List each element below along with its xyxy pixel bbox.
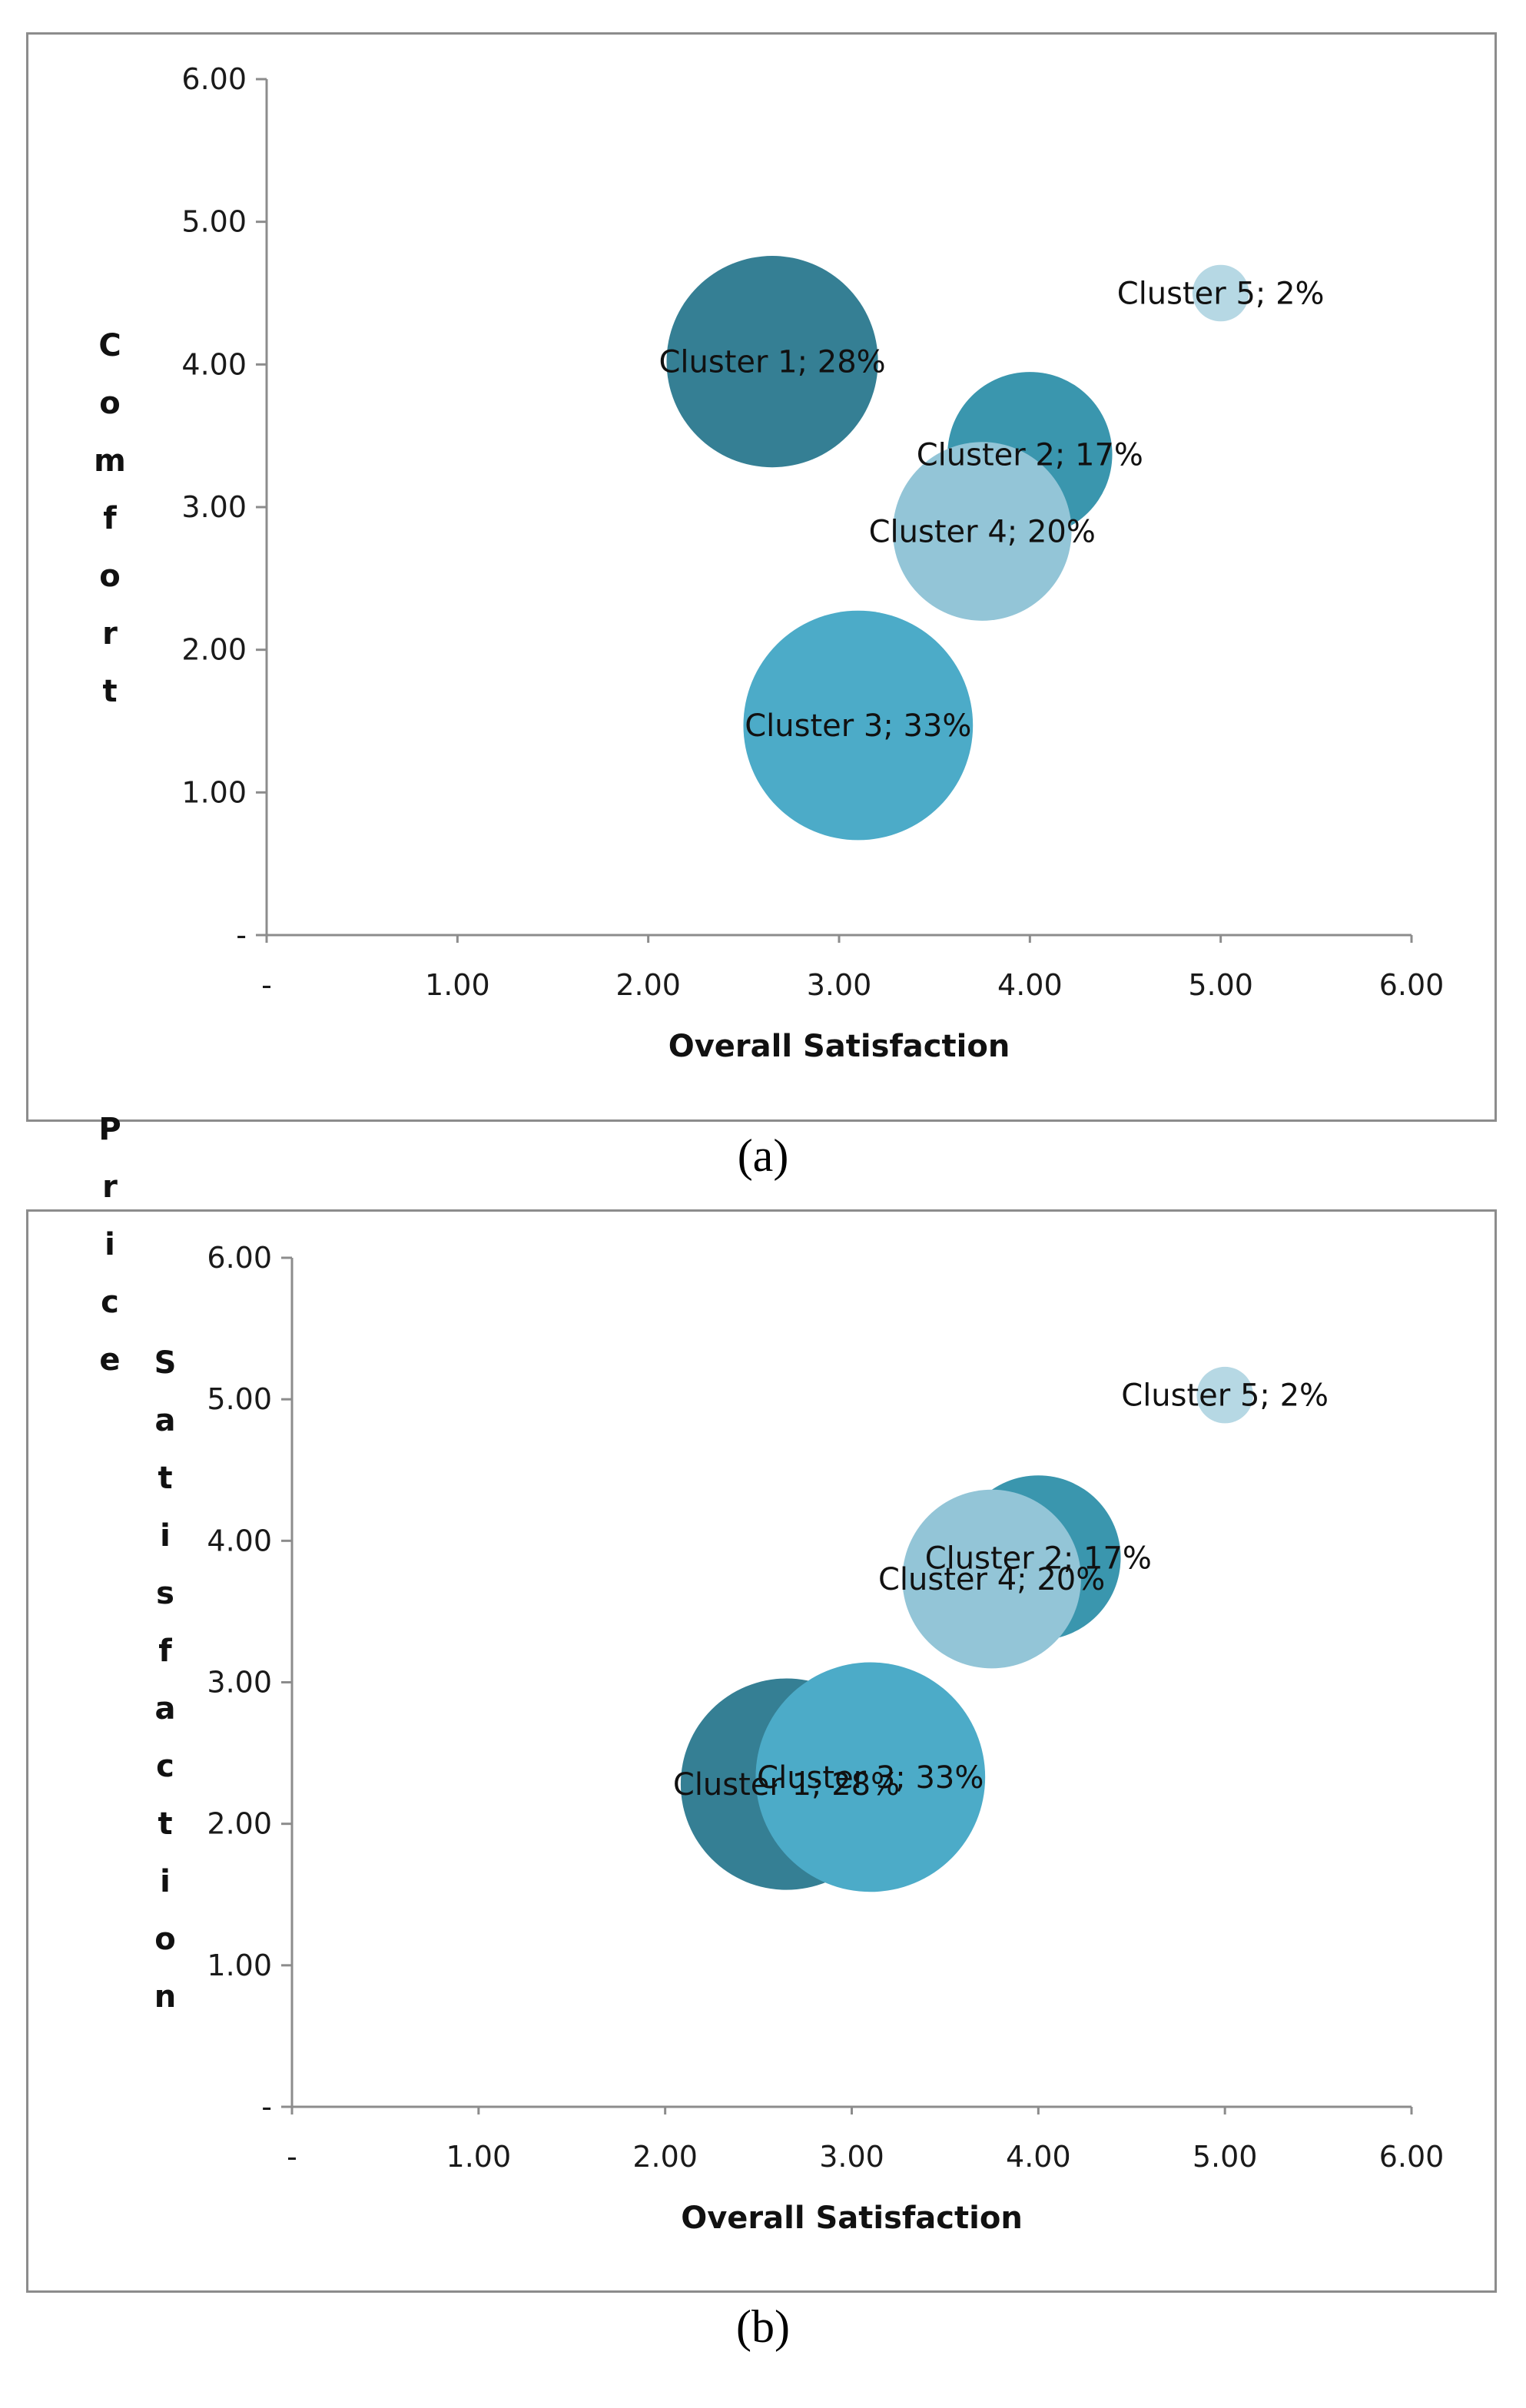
bubble-label-cluster-4: Cluster 4; 20%: [869, 515, 1096, 550]
x-axis-title: Overall Satisfaction: [668, 1029, 1010, 1064]
x-tick-label: 5.00: [1193, 2140, 1258, 2174]
y-tick-label: 6.00: [207, 1241, 272, 1275]
bubble-label-cluster-4: Cluster 4; 20%: [878, 1562, 1105, 1597]
y-axis-title-letter: o: [99, 559, 120, 594]
bubble-cluster-4: [892, 442, 1072, 621]
y-axis-title-letter: o: [99, 386, 120, 421]
y-axis-title-right-letter: o: [154, 1922, 175, 1957]
y-axis-title-left-letter: c: [101, 1285, 119, 1320]
bubble-chart-b: - 1.00 2.00 3.00 4.00 5.00 6.00 - 1.00 2.00 3.00 4.…: [98, 1112, 1445, 2236]
bubble-label-cluster-3: Cluster 3; 33%: [745, 708, 971, 744]
y-axis-title-letter: C: [98, 328, 121, 363]
bubbles: [680, 1366, 1253, 1892]
y-tick-label: 4.00: [207, 1524, 272, 1557]
y-tick-label: 3.00: [181, 490, 247, 524]
x-tick-label: 1.00: [425, 968, 490, 1002]
x-tick-label: 3.00: [819, 2140, 884, 2174]
y-axis-title-right-letter: c: [156, 1749, 174, 1784]
y-axis-title-left-letter: r: [102, 1169, 118, 1205]
y-axis-title-right-letter: s: [156, 1576, 174, 1611]
y-axis-title-letter: t: [102, 674, 117, 709]
y-axis-title-right-letter: n: [154, 1979, 176, 2015]
bubble-label-cluster-5: Cluster 5; 2%: [1121, 1378, 1329, 1414]
y-axis-title-right-letter: a: [155, 1691, 176, 1726]
y-tick-label: 2.00: [207, 1807, 272, 1841]
x-axis-title: Overall Satisfaction: [681, 2201, 1023, 2236]
bubble-label-cluster-1: Cluster 1; 28%: [673, 1767, 900, 1803]
y-axis-title-right-letter: f: [158, 1634, 172, 1669]
y-axis-title-right: Satisfaction: [154, 1345, 177, 2015]
bubble-cluster-1: [666, 256, 878, 468]
bubble-labels: Cluster 1; 28% Cluster 2; 17% Cluster 3; 3…: [659, 277, 1324, 745]
x-tick-label: 2.00: [615, 968, 681, 1002]
bubble-label-cluster-2: Cluster 2; 17%: [925, 1541, 1152, 1576]
y-tick-label: 6.00: [181, 62, 247, 96]
y-tick-label: 5.00: [181, 205, 247, 239]
x-tick-label: 4.00: [997, 968, 1063, 1002]
bubble-label-cluster-5: Cluster 5; 2%: [1117, 277, 1325, 312]
y-axis-title-right-letter: t: [158, 1461, 172, 1496]
bubble-label-cluster-2: Cluster 2; 17%: [917, 437, 1143, 473]
bubble-cluster-3: [743, 610, 974, 841]
y-tick-label: 1.00: [181, 775, 247, 809]
y-axis-title-right-letter: a: [155, 1403, 176, 1438]
bubbles: [666, 256, 1249, 841]
x-tick-label: 2.00: [632, 2140, 698, 2174]
y-axis-title-right-letter: i: [160, 1864, 171, 1899]
y-axis-title-left-letter: e: [99, 1342, 120, 1378]
chart-panel-a: - 1.00 2.00 3.00 4.00 5.00 6.00 - 1.00 2.00 3.00 4.…: [26, 32, 1497, 1122]
y-axis-title-right-letter: t: [158, 1806, 172, 1842]
bubble-label-cluster-3: Cluster 3; 33%: [757, 1760, 984, 1796]
x-tick-label: 6.00: [1379, 968, 1445, 1002]
chart-panel-b: - 1.00 2.00 3.00 4.00 5.00 6.00 - 1.00 2.00 3.00 4.…: [26, 1112, 1497, 2293]
bubble-label-cluster-1: Cluster 1; 28%: [659, 345, 885, 380]
y-tick-label: -: [236, 918, 247, 952]
y-axis-title-letter: m: [94, 443, 126, 479]
bubble-cluster-5: [1196, 1366, 1253, 1424]
x-tick-label: 3.00: [807, 968, 872, 1002]
x-tick-label: -: [287, 2140, 297, 2174]
y-tick-label: 3.00: [207, 1666, 272, 1700]
panel-caption-a: (a): [737, 1130, 789, 1181]
bubble-labels: Cluster 1; 28% Cluster 2; 17% Cluster 3; 3…: [673, 1378, 1329, 1803]
panel-caption-b: (b): [736, 2301, 790, 2352]
x-tick-label: -: [261, 968, 272, 1002]
y-tick-label: 2.00: [181, 633, 247, 667]
bubble-cluster-5: [1192, 264, 1249, 322]
y-tick-label: 1.00: [207, 1949, 272, 1982]
bubble-cluster-3: [755, 1662, 986, 1892]
y-axis-title-left-letter: i: [104, 1227, 115, 1262]
y-axis-title-right-letter: S: [154, 1345, 177, 1381]
x-tick-label: 5.00: [1188, 968, 1253, 1002]
y-axis-title-left-letter: P: [98, 1112, 121, 1147]
y-tick-label: 4.00: [181, 347, 247, 381]
bubble-cluster-4: [902, 1489, 1081, 1669]
x-tick-label: 4.00: [1006, 2140, 1071, 2174]
y-tick-label: -: [261, 2090, 272, 2124]
y-axis-title-right-letter: i: [160, 1518, 171, 1554]
x-tick-label: 1.00: [446, 2140, 512, 2174]
y-axis-title-letter: f: [103, 501, 117, 536]
y-axis-title-letter: r: [102, 616, 118, 652]
bubble-chart-a: - 1.00 2.00 3.00 4.00 5.00 6.00 - 1.00 2.00 3.00 4.…: [94, 62, 1445, 1064]
y-tick-label: 5.00: [207, 1382, 272, 1416]
x-tick-label: 6.00: [1379, 2140, 1445, 2174]
